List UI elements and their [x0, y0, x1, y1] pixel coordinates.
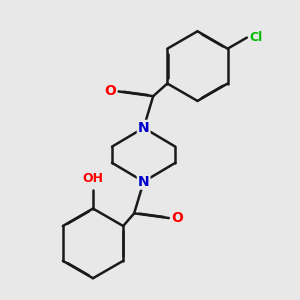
Text: Cl: Cl: [250, 31, 263, 44]
Text: O: O: [171, 211, 183, 225]
Text: N: N: [138, 121, 149, 135]
Text: O: O: [104, 84, 116, 98]
Text: N: N: [138, 175, 149, 189]
Text: OH: OH: [82, 172, 103, 185]
